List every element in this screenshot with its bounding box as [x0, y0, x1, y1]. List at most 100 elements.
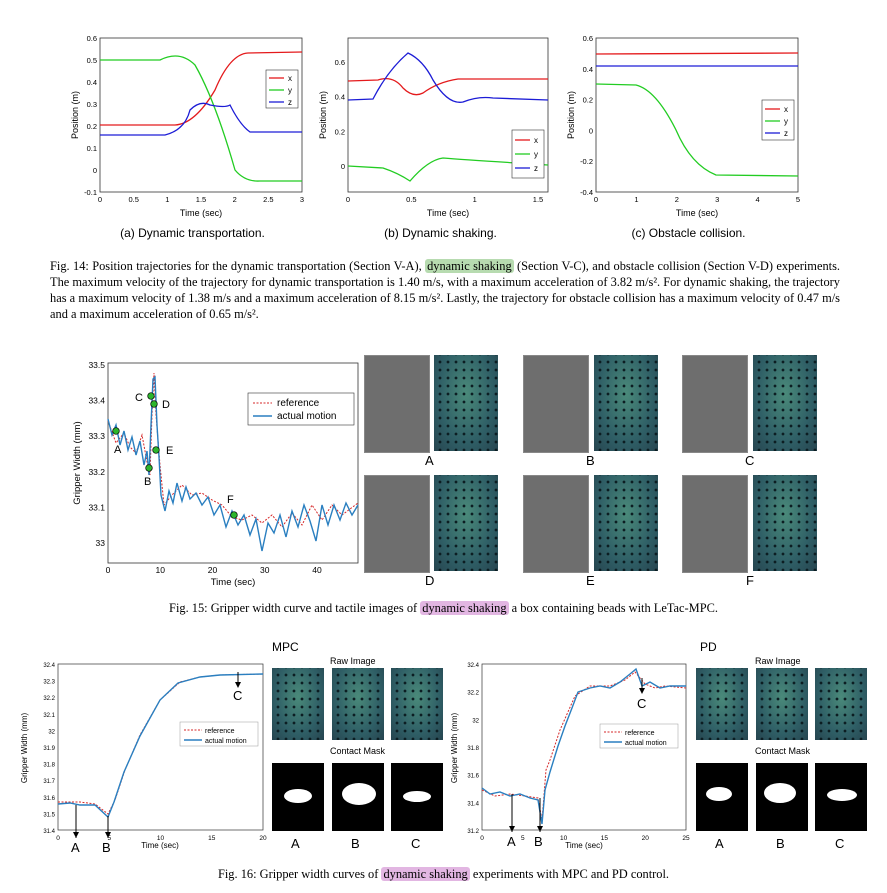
- robot-photo-d: [364, 475, 430, 573]
- caption-text: Fig. 14: Position trajectories for the d…: [50, 259, 426, 273]
- legend-x: x: [288, 74, 292, 83]
- image-label-c: C: [411, 836, 421, 851]
- caption-highlight: dynamic shaking: [381, 867, 470, 881]
- x-tick-label: 0: [594, 195, 598, 204]
- tactile-image-d: [434, 475, 498, 571]
- contact-mask-a: [696, 763, 748, 831]
- point-label-b: B: [534, 834, 543, 849]
- y-tick-label: 0.6: [335, 58, 345, 67]
- y-tick-label: 0.3: [87, 100, 97, 109]
- image-label-a: A: [425, 453, 434, 468]
- caption-text: Fig. 16: Gripper width curves of: [217, 867, 382, 881]
- raw-image-label: Raw Image: [755, 656, 801, 666]
- y-tick-label: 33.1: [88, 502, 105, 512]
- fig16-caption: Fig. 16: Gripper width curves of dynamic…: [0, 866, 887, 882]
- x-axis-label: Time (sec): [141, 841, 179, 850]
- image-label-c: C: [745, 453, 755, 468]
- y-tick-label: 0: [93, 166, 97, 175]
- legend-y: y: [288, 86, 292, 95]
- point-label-a: A: [114, 444, 122, 456]
- y-tick-label: 32.4: [43, 663, 55, 669]
- y-tick-label: 31.8: [43, 763, 55, 769]
- y-tick-label: -0.1: [84, 188, 97, 197]
- x-tick-label: 5: [796, 195, 800, 204]
- y-tick-label: 33.2: [88, 467, 105, 477]
- contact-mask-a: [272, 763, 324, 831]
- tactile-image-c: [753, 355, 817, 451]
- y-tick-label: 0.2: [335, 127, 345, 136]
- image-label-f: F: [746, 573, 754, 588]
- y-tick-label: 32: [472, 718, 479, 724]
- y-tick-label: 31.9: [43, 746, 55, 752]
- raw-tactile-c: [815, 668, 867, 740]
- fig14-chart-c: -0.4 -0.2 0 0.2 0.4 0.6 0 1 2 3 4 5 x y z Time (se…: [566, 34, 800, 218]
- y-tick-label: 32.4: [467, 663, 479, 669]
- x-tick-label: 30: [260, 565, 270, 575]
- x-tick-label: 20: [259, 835, 267, 842]
- x-tick-label: 1.5: [533, 195, 543, 204]
- legend: x y z: [761, 99, 795, 141]
- annotation-points: A B C: [507, 678, 646, 849]
- y-tick-label: 0.6: [583, 34, 593, 43]
- y-tick-label: 0.1: [87, 144, 97, 153]
- y-tick-label: 33.4: [88, 396, 105, 406]
- y-tick-label: 0.2: [87, 122, 97, 131]
- point-label-a: A: [71, 840, 80, 855]
- x-tick-label: 20: [642, 835, 650, 842]
- contact-mask-label: Contact Mask: [755, 746, 811, 756]
- caption-text: a box containing beads with LeTac-MPC.: [508, 601, 718, 615]
- y-tick-label: 0.2: [583, 96, 593, 105]
- legend-actual: actual motion: [625, 740, 667, 747]
- axes-frame: [99, 37, 303, 193]
- y-tick-label: 0.4: [583, 65, 593, 74]
- y-tick-label: -0.4: [580, 188, 593, 197]
- x-tick-label: 3: [715, 195, 719, 204]
- fig14-chart-b: 0 0.2 0.4 0.6 0 0.5 1 1.5 x y z Time (sec) Pos…: [318, 37, 549, 218]
- tactile-image-e: [594, 475, 658, 571]
- raw-image-label: Raw Image: [330, 656, 376, 666]
- legend-z: z: [288, 98, 292, 107]
- y-tick-label: 0: [341, 162, 345, 171]
- y-tick-label: 0.4: [87, 78, 97, 87]
- robot-photo-c: [682, 355, 748, 453]
- y-axis-label: Position (m): [318, 91, 328, 139]
- tactile-image-a: [434, 355, 498, 451]
- fig14-subcaption-c: (c) Obstacle collision.: [631, 226, 746, 240]
- y-tick-label: 32.2: [467, 691, 479, 697]
- y-tick-label: 31.5: [43, 812, 55, 818]
- x-tick-label: 40: [312, 565, 322, 575]
- point-label-f: F: [227, 494, 234, 506]
- contact-mask-b: [756, 763, 808, 831]
- point-label-c: C: [135, 392, 143, 404]
- annotation-points: A B C: [71, 672, 242, 855]
- x-tick-label: 0.5: [406, 195, 416, 204]
- y-tick-label: 32.1: [43, 713, 55, 719]
- point-label-b: B: [144, 476, 151, 488]
- x-tick-label: 10: [560, 835, 568, 842]
- series-y: [100, 55, 302, 182]
- y-tick-label: 31.2: [467, 829, 479, 835]
- x-tick-label: 4: [756, 195, 760, 204]
- legend-z: z: [534, 164, 538, 173]
- x-tick-label: 5: [521, 835, 525, 842]
- y-axis-label: Gripper Width (mm): [450, 713, 459, 784]
- legend-x: x: [534, 136, 538, 145]
- y-tick-label: 31.6: [467, 774, 479, 780]
- fig16-pd-chart: 31.2 31.4 31.6 31.8 32 32.2 32.4 0 5 10 15 20 25 A …: [450, 663, 690, 850]
- y-tick-label: -0.2: [580, 157, 593, 166]
- legend: reference actual motion: [599, 723, 679, 749]
- raw-tactile-c: [391, 668, 443, 740]
- y-tick-label: 0.4: [335, 93, 345, 102]
- legend-actual: actual motion: [277, 411, 336, 422]
- x-axis-label: Time (sec): [211, 577, 256, 588]
- legend-reference: reference: [277, 398, 320, 409]
- y-axis-label: Position (m): [70, 91, 80, 139]
- y-tick-label: 31.7: [43, 779, 55, 785]
- series-x: [595, 52, 799, 55]
- robot-photo-b: [523, 355, 589, 453]
- x-tick-label: 15: [208, 835, 216, 842]
- caption-highlight: dynamic shaking: [425, 259, 514, 273]
- point-label-c: C: [637, 696, 646, 711]
- x-tick-label: 1: [634, 195, 638, 204]
- series-x: [347, 77, 548, 96]
